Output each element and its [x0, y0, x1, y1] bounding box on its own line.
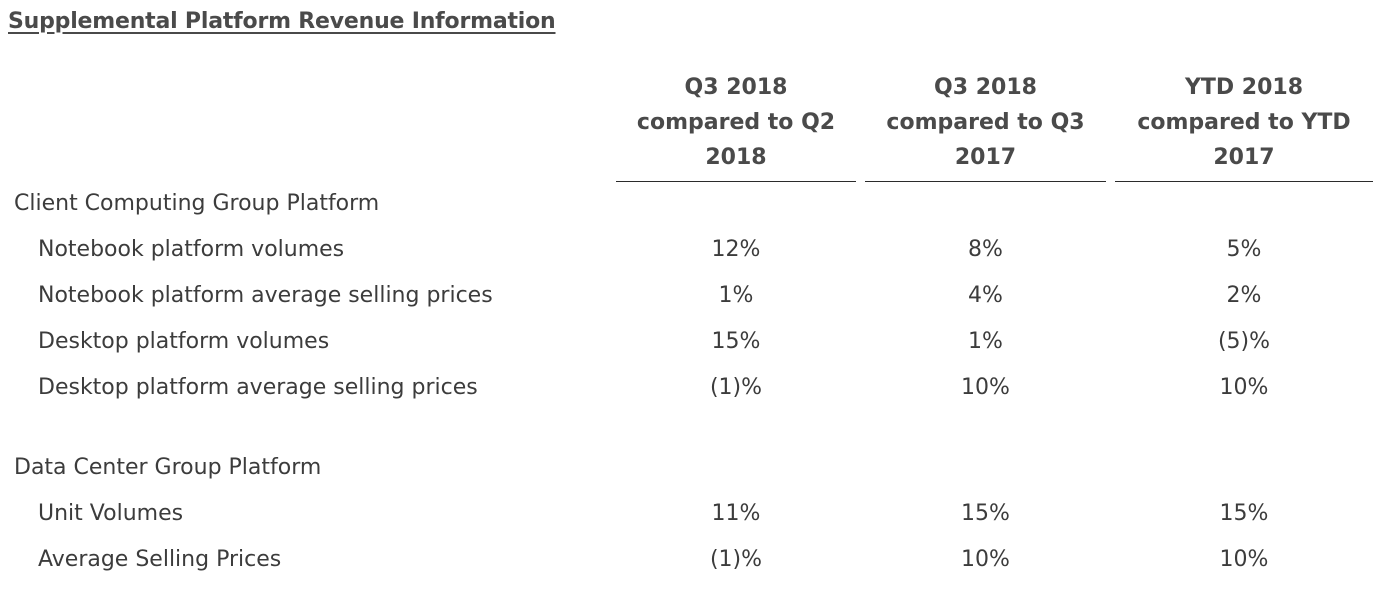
value-cell: 12% [711, 237, 761, 262]
section-label: Client Computing Group Platform [14, 191, 380, 216]
value-cell: 1% [718, 283, 754, 308]
column-header-line: 2017 [1213, 145, 1275, 170]
value-cell: 1% [968, 329, 1003, 354]
column-header-q3-vs-q3: Q3 2018 compared to Q3 2017 [865, 70, 1106, 182]
value-cell: 10% [1219, 547, 1269, 572]
value-cell: 10% [961, 547, 1010, 572]
column-header-line: compared to Q3 [886, 110, 1085, 135]
column-header-line: Q3 2018 [684, 75, 788, 100]
table-row: Unit Volumes 11% 15% 15% [0, 494, 1383, 534]
column-header-q3-vs-q2: Q3 2018 compared to Q2 2018 [616, 70, 856, 182]
section-header-client-computing: Client Computing Group Platform [0, 184, 1383, 224]
table-row: Desktop platform volumes 15% 1% (5)% [0, 322, 1383, 362]
value-cell: 5% [1226, 237, 1262, 262]
section-header-data-center: Data Center Group Platform [0, 448, 1383, 488]
column-header-line: YTD 2018 [1184, 75, 1304, 100]
value-cell: 10% [1219, 375, 1269, 400]
row-label: Desktop platform volumes [38, 329, 330, 354]
table-row: Average Selling Prices (1)% 10% 10% [0, 540, 1383, 580]
row-label: Average Selling Prices [38, 547, 282, 572]
row-label: Notebook platform average selling prices [38, 283, 493, 308]
value-cell: 15% [1219, 501, 1269, 526]
column-header-ytd-vs-ytd: YTD 2018 compared to YTD 2017 [1115, 70, 1373, 182]
value-cell: 4% [968, 283, 1003, 308]
column-header-line: 2018 [705, 145, 767, 170]
value-cell: 8% [968, 237, 1003, 262]
value-cell: 15% [711, 329, 761, 354]
row-label: Desktop platform average selling prices [38, 375, 478, 400]
page-title: Supplemental Platform Revenue Informatio… [8, 9, 556, 34]
value-cell: 11% [711, 501, 761, 526]
value-cell: (1)% [709, 375, 763, 400]
column-header-line: compared to YTD [1137, 110, 1351, 135]
column-header-line: compared to Q2 [636, 110, 836, 135]
row-label: Unit Volumes [38, 501, 184, 526]
value-cell: (1)% [709, 547, 763, 572]
value-cell: (5)% [1217, 329, 1271, 354]
value-cell: 15% [961, 501, 1010, 526]
table-row: Notebook platform average selling prices… [0, 276, 1383, 316]
table-row: Desktop platform average selling prices … [0, 368, 1383, 408]
value-cell: 2% [1226, 283, 1262, 308]
column-header-line: 2017 [954, 145, 1017, 170]
row-label: Notebook platform volumes [38, 237, 345, 262]
table-row: Notebook platform volumes 12% 8% 5% [0, 230, 1383, 270]
column-header-line: Q3 2018 [934, 75, 1037, 100]
value-cell: 10% [961, 375, 1010, 400]
section-label: Data Center Group Platform [14, 455, 322, 480]
